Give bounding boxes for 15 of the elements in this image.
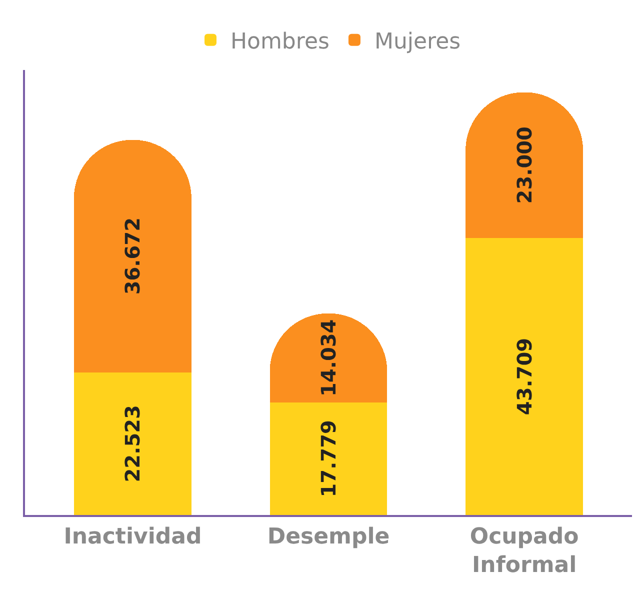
data-label: 17.779: [316, 420, 340, 498]
bar: [466, 238, 584, 515]
legend-label: Mujeres: [374, 29, 461, 54]
data-label: 14.034: [316, 319, 340, 396]
data-label: 23.000: [512, 126, 536, 204]
bar: [74, 140, 192, 372]
x-tick-label: Inactividad: [64, 524, 202, 550]
x-tick-label: Ocupado Informal: [470, 524, 579, 578]
data-label: 36.672: [120, 217, 145, 295]
x-tick-label: Desemple: [267, 524, 390, 550]
legend-label: Hombres: [230, 29, 330, 54]
bar: [74, 372, 192, 515]
data-label: 22.523: [120, 405, 145, 482]
data-label: 43.709: [512, 338, 536, 416]
bar: [270, 402, 388, 515]
